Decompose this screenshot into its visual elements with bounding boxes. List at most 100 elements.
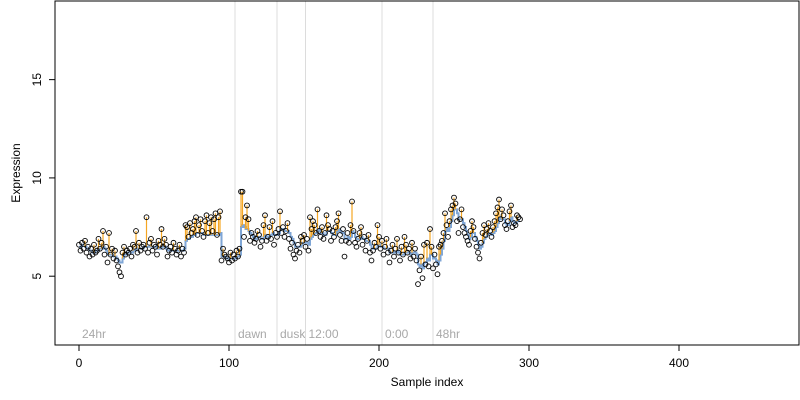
- data-point: [269, 218, 276, 225]
- data-point: [278, 230, 285, 236]
- x-axis: 0 100 200 300 400: [76, 345, 689, 370]
- data-point: [362, 247, 369, 254]
- data-point: [364, 237, 370, 244]
- y-tick-label: 15: [30, 73, 44, 87]
- data-point: [149, 247, 156, 254]
- data-point: [476, 255, 483, 262]
- data-point: [494, 204, 501, 211]
- data-point: [185, 234, 192, 240]
- data-point: [163, 241, 169, 248]
- data-point: [247, 237, 253, 244]
- data-point: [211, 216, 217, 223]
- x-tick-label: 0: [76, 356, 83, 370]
- data-point: [416, 267, 423, 274]
- data-point: [145, 249, 151, 256]
- data-point: [499, 206, 505, 213]
- period-label: dusk: [280, 327, 306, 341]
- data-point: [187, 220, 193, 226]
- data-point: [239, 188, 246, 195]
- data-point: [203, 212, 210, 219]
- data-point: [136, 239, 142, 246]
- data-point: [287, 245, 294, 252]
- data-point: [508, 202, 514, 209]
- data-point: [329, 228, 336, 234]
- data-point: [152, 243, 159, 250]
- data-point: [485, 220, 492, 226]
- data-point: [106, 230, 112, 236]
- data-point: [268, 236, 274, 242]
- data-point: [419, 275, 426, 282]
- data-point: [118, 273, 124, 280]
- data-point: [497, 216, 504, 223]
- data-point: [83, 249, 90, 256]
- data-point: [154, 251, 160, 258]
- data-point: [341, 253, 348, 260]
- data-point: [340, 226, 346, 232]
- data-point: [418, 253, 424, 260]
- data-point: [430, 265, 436, 272]
- data-point: [253, 236, 259, 242]
- data-point: [323, 212, 330, 219]
- data-point: [427, 226, 433, 232]
- data-point: [178, 253, 184, 260]
- data-point: [466, 241, 472, 248]
- data-point: [200, 234, 207, 240]
- data-point: [82, 237, 88, 244]
- fitted-line: [79, 208, 520, 270]
- period-label: 48hr: [436, 327, 460, 341]
- data-point: [470, 224, 477, 230]
- period-label: 12:00: [309, 327, 339, 341]
- data-point: [379, 237, 385, 244]
- data-point: [319, 224, 325, 230]
- x-tick-label: 300: [519, 356, 539, 370]
- data-point: [412, 245, 418, 252]
- data-point: [275, 226, 282, 232]
- data-point: [241, 234, 247, 240]
- data-point: [353, 243, 360, 250]
- data-point: [388, 247, 394, 254]
- data-point: [482, 232, 489, 238]
- data-point: [320, 236, 327, 242]
- data-point: [487, 228, 493, 234]
- data-point: [443, 222, 450, 228]
- data-point: [334, 218, 340, 225]
- period-label: 24hr: [82, 327, 106, 341]
- data-point: [271, 241, 277, 248]
- data-point: [193, 214, 199, 221]
- data-point: [286, 236, 292, 242]
- data-point: [202, 218, 208, 225]
- data-point: [311, 222, 318, 228]
- data-point: [215, 214, 222, 221]
- data-point: [469, 218, 475, 225]
- data-point: [391, 253, 397, 260]
- data-point: [386, 259, 393, 266]
- data-point: [428, 243, 435, 250]
- data-point: [113, 257, 120, 264]
- data-point: [488, 234, 495, 240]
- data-point: [283, 228, 289, 234]
- data-point: [500, 212, 507, 219]
- data-point: [274, 234, 280, 240]
- data-point: [184, 224, 190, 230]
- data-point: [505, 218, 511, 225]
- data-point: [481, 222, 487, 228]
- data-point: [256, 232, 262, 238]
- data-point: [304, 236, 310, 242]
- data-point: [236, 245, 243, 252]
- data-point: [80, 245, 87, 252]
- data-point: [424, 239, 430, 246]
- data-point: [281, 234, 288, 240]
- data-point: [199, 228, 205, 234]
- data-point: [103, 243, 109, 250]
- data-point: [301, 232, 307, 238]
- data-point: [218, 257, 225, 264]
- data-point: [433, 261, 439, 268]
- data-point: [175, 247, 181, 254]
- data-point: [359, 241, 366, 248]
- data-point: [235, 253, 241, 260]
- data-point: [280, 224, 286, 230]
- data-point: [332, 224, 339, 230]
- data-point: [257, 243, 264, 250]
- plot-frame: [54, 0, 800, 346]
